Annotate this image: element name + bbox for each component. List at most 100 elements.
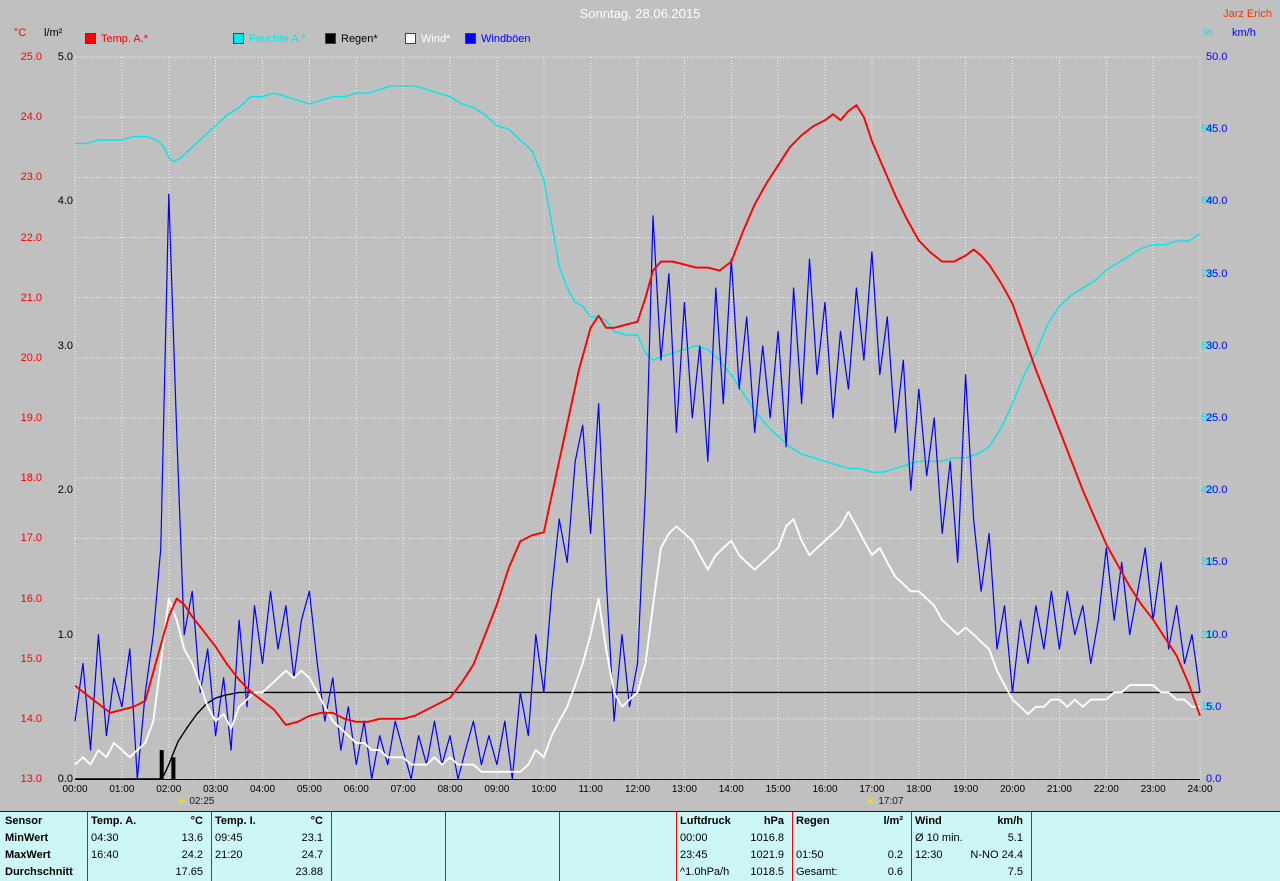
legend-label-wind: Wind* (421, 32, 451, 45)
y-tick-kmh: 50.0 (1206, 51, 1228, 63)
y-tick-kmh: 5.0 (1206, 700, 1222, 713)
x-tick-label: 22:00 (1093, 784, 1119, 795)
x-tick-label: 23:00 (1140, 784, 1166, 795)
x-tick-label: 17:00 (859, 784, 885, 795)
table-col-unit: l/m² (883, 815, 903, 827)
series-gusts-line (74, 193, 1201, 780)
legend-label-gusts: Windböen (481, 32, 531, 45)
table-row-label: MaxWert (5, 849, 51, 861)
table-cell-value: 23.88 (295, 866, 323, 878)
stats-table: Sensor MinWert MaxWert Durchschnitt Temp. A.… (0, 811, 1280, 881)
y-tick-celsius: 15.0 (20, 652, 42, 665)
y-tick-percent: 80 (1201, 195, 1214, 208)
legend-swatch-humidity (233, 33, 244, 44)
sun-icon: ☀ (176, 795, 187, 808)
x-tick-label: 18:00 (906, 784, 932, 795)
x-tick-label: 06:00 (343, 784, 369, 795)
table-cell-time: 04:30 (91, 832, 119, 844)
y-tick-kmh: 20.0 (1206, 484, 1228, 497)
table-cell-value: 23.1 (301, 832, 323, 844)
table-separator (1031, 812, 1032, 881)
table-cell-value: 13.6 (181, 832, 203, 844)
table-col-unit: °C (190, 815, 203, 827)
table-cell-time: 21:20 (215, 849, 243, 861)
marker-time: 02:25 (189, 796, 215, 807)
y-tick-percent: 90 (1201, 123, 1214, 136)
y-tick-rain: 1.0 (57, 628, 73, 641)
y-tick-kmh: 25.0 (1206, 412, 1228, 424)
legend-swatch-rain (325, 33, 336, 44)
rain-bar (159, 750, 164, 779)
table-separator (792, 812, 793, 881)
x-tick-label: 13:00 (671, 784, 697, 795)
x-tick-label: 10:00 (531, 784, 557, 795)
x-tick-label: 14:00 (718, 784, 744, 795)
table-cell-value: 0.6 (887, 866, 903, 878)
table-col-name: Luftdruck (680, 815, 731, 827)
legend-item-rain: Regen* (325, 32, 378, 45)
table-cell-value: 24.7 (301, 849, 323, 861)
y-tick-celsius: 18.0 (20, 472, 42, 485)
x-tick-label: 02:00 (156, 784, 182, 795)
x-tick-label: 00:00 (62, 784, 88, 795)
marker-time: 17:07 (878, 796, 904, 807)
series-temp-line (74, 104, 1201, 726)
x-tick-label: 05:00 (296, 784, 322, 795)
y-tick-kmh: 45.0 (1206, 123, 1228, 136)
table-cell-value: 1016.8 (750, 832, 784, 844)
y-tick-celsius: 23.0 (20, 171, 42, 184)
table-row-label: Durchschnitt (5, 866, 73, 878)
table-col-unit: km/h (997, 815, 1023, 827)
y-tick-celsius: 17.0 (20, 532, 42, 545)
table-cell-value: 5.1 (1007, 832, 1023, 844)
table-cell-time: Ø 10 min. (915, 832, 963, 844)
sun-icon: ☀ (865, 795, 876, 808)
y-tick-kmh: 0.0 (1206, 773, 1222, 785)
table-separator (911, 812, 912, 881)
legend-item-temp: Temp. A.* (85, 32, 148, 45)
legend-item-gusts: Windböen (465, 32, 531, 45)
y-tick-percent: 10 (1201, 700, 1214, 713)
x-tick-label: 20:00 (999, 784, 1026, 795)
x-tick-label: 15:00 (765, 784, 791, 795)
table-cell-value: 1018.5 (750, 866, 784, 878)
y-tick-celsius: 19.0 (20, 412, 42, 424)
x-tick-label: 21:00 (1046, 784, 1072, 795)
table-cell-value: 7.5 (1007, 866, 1023, 878)
x-tick-label: 24:00 (1187, 784, 1213, 795)
table-separator (676, 812, 677, 881)
y-tick-kmh: 30.0 (1206, 339, 1228, 352)
legend-swatch-temp (85, 33, 96, 44)
table-col-unit: hPa (763, 815, 784, 827)
watermark: Jarz Erich (1223, 8, 1272, 20)
y-tick-celsius: 25.0 (20, 51, 42, 63)
legend-label-rain: Regen* (341, 32, 378, 45)
y-tick-celsius: 16.0 (20, 592, 42, 605)
table-separator (445, 812, 446, 881)
table-col-name: Temp. A. (91, 815, 137, 827)
x-tick-label: 12:00 (624, 784, 651, 795)
table-cell-time: 00:00 (680, 832, 708, 844)
table-separator (87, 812, 88, 881)
table-cell-value: 17.65 (175, 866, 203, 878)
y-tick-rain: 5.0 (57, 51, 73, 63)
time-marker: ☀ 17:07 (866, 796, 904, 807)
y-tick-celsius: 14.0 (20, 712, 42, 725)
y-tick-percent: 40 (1201, 484, 1214, 497)
x-tick-label: 16:00 (812, 784, 838, 795)
legend-label-temp: Temp. A.* (101, 32, 149, 45)
y-tick-percent: 50 (1201, 412, 1214, 424)
table-separator (331, 812, 332, 881)
y-tick-percent: 60 (1201, 339, 1214, 352)
table-col-name: Wind (915, 815, 942, 827)
table-cell-time: 01:50 (796, 849, 824, 861)
y-tick-rain: 3.0 (57, 339, 73, 352)
y-tick-percent: 30 (1201, 556, 1214, 569)
table-row-label: MinWert (5, 832, 49, 844)
x-tick-label: 08:00 (437, 784, 463, 795)
y-tick-rain: 0.0 (57, 773, 73, 785)
table-header-sensor: Sensor (5, 815, 43, 827)
series-humidity-line (75, 85, 1201, 473)
table-col-unit: °C (310, 815, 323, 827)
